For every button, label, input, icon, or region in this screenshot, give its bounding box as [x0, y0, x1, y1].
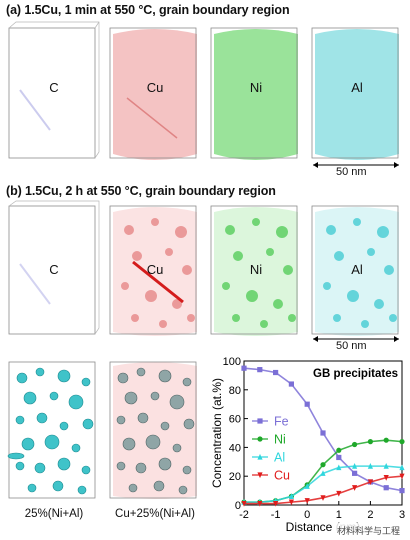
isosurface-box-ni-al: [6, 356, 102, 502]
data-point-al: [383, 463, 389, 469]
data-point-cu: [336, 490, 342, 497]
isosurface-caption-cu-ni-al: Cu+25%(Ni+Al): [115, 508, 195, 520]
y-tick-label: 40: [229, 442, 241, 454]
legend-marker-ni: [257, 436, 263, 442]
element-label-b-c: C: [49, 262, 59, 277]
apt-box-b-ni-volume: [210, 205, 298, 336]
y-tick-label: 60: [229, 414, 241, 426]
data-point-al: [399, 464, 405, 471]
data-point-ni: [320, 462, 326, 468]
apt-box-b-al-volume: [311, 205, 399, 336]
data-point-cu: [288, 499, 294, 506]
isosurface-caption-ni-al: 25%(Ni+Al): [24, 508, 84, 520]
apt-box-b-c-volume: [8, 200, 100, 335]
data-point-al: [367, 463, 373, 469]
apt-box-a-cu: Cu: [107, 20, 203, 160]
scalebar-b-line: [313, 336, 399, 342]
plot-frame: [243, 360, 403, 506]
y-tick-label: 80: [229, 385, 241, 397]
legend-marker-cu: [257, 472, 263, 479]
element-label-a-al: Al: [351, 80, 363, 95]
data-point-al: [336, 464, 342, 471]
data-point-fe: [273, 369, 279, 376]
chart-title: GB precipitates: [313, 368, 398, 380]
apt-box-b-c: C: [6, 200, 102, 338]
y-tick-label: 0: [235, 500, 241, 512]
data-point-al: [320, 470, 326, 476]
element-label-a-c: C: [49, 80, 59, 95]
apt-box-b-al: Al: [309, 200, 405, 338]
data-point-cu: [320, 495, 326, 501]
legend-marker-al: [257, 453, 263, 460]
data-point-ni: [367, 439, 373, 445]
x-tick-label: 3: [399, 509, 405, 521]
legend-label-ni: Ni: [274, 433, 286, 447]
apt-box-a-c: C: [6, 20, 102, 160]
y-tick-label: 100: [223, 356, 241, 368]
apt-box-b-ni: Ni: [208, 200, 304, 338]
legend-label-cu: Cu: [274, 469, 290, 483]
data-point-cu: [399, 473, 405, 480]
element-label-a-cu: Cu: [146, 80, 164, 95]
isosurface-box-cu-ni-al: [107, 356, 203, 502]
panel-b-title: (b) 1.5Cu, 2 h at 550 °C, grain boundary…: [6, 184, 276, 198]
data-point-cu: [273, 500, 279, 507]
legend-label-fe: Fe: [274, 415, 289, 429]
data-point-ni: [383, 437, 389, 443]
y-tick-label: 20: [229, 471, 241, 483]
element-label-b-ni: Ni: [249, 262, 263, 277]
x-tick-label: -1: [271, 509, 281, 521]
scalebar-b-label: 50 nm: [336, 340, 367, 352]
data-point-al: [352, 463, 358, 469]
scalebar-a-label: 50 nm: [336, 166, 367, 178]
x-tick-label: 2: [367, 509, 373, 521]
data-point-fe: [288, 381, 294, 387]
isosurface-ni-al-volume: [7, 361, 96, 499]
element-label-a-ni: Ni: [249, 80, 263, 95]
apt-box-a-c-volume: [8, 21, 100, 159]
apt-box-a-ni-volume: [210, 27, 298, 160]
data-point-cu: [257, 500, 263, 507]
apt-box-a-al-volume: [311, 27, 399, 160]
x-tick-label: -2: [239, 509, 249, 521]
scalebar-a-line: [313, 162, 399, 168]
data-point-fe: [383, 485, 389, 491]
data-point-cu: [352, 485, 358, 491]
element-label-b-cu: Cu: [146, 262, 164, 277]
data-point-ni: [352, 441, 358, 448]
data-point-ni: [399, 439, 405, 445]
data-point-fe: [304, 401, 310, 407]
watermark: 材料科学与工程: [332, 523, 404, 538]
y-axis-label: Concentration (at.%): [210, 378, 224, 488]
isosurface-cu-ni-al-volume: [109, 361, 197, 499]
data-point-fe: [399, 488, 405, 494]
data-point-cu: [367, 479, 373, 486]
apt-box-b-cu: Cu: [107, 200, 203, 338]
legend-label-al: Al: [274, 451, 285, 465]
legend-marker-fe: [257, 418, 263, 424]
data-point-cu: [241, 500, 247, 507]
data-point-cu: [383, 475, 389, 481]
apt-box-a-ni: Ni: [208, 20, 304, 160]
apt-box-b-cu-volume: [109, 205, 197, 336]
data-point-fe: [320, 430, 326, 436]
data-point-al: [304, 483, 310, 489]
x-tick-label: 1: [336, 509, 342, 521]
apt-box-a-cu-volume: [109, 27, 197, 160]
panel-a-title: (a) 1.5Cu, 1 min at 550 °C, grain bounda…: [6, 3, 290, 17]
x-tick-label: 0: [304, 509, 310, 521]
data-point-ni: [336, 447, 342, 453]
element-label-b-al: Al: [351, 262, 363, 277]
data-point-fe: [241, 365, 247, 371]
data-point-fe: [257, 367, 263, 373]
data-point-cu: [304, 498, 310, 504]
data-point-fe: [336, 454, 342, 461]
data-point-al: [288, 493, 294, 499]
apt-box-a-al: Al: [309, 20, 405, 160]
data-point-fe: [352, 470, 358, 476]
